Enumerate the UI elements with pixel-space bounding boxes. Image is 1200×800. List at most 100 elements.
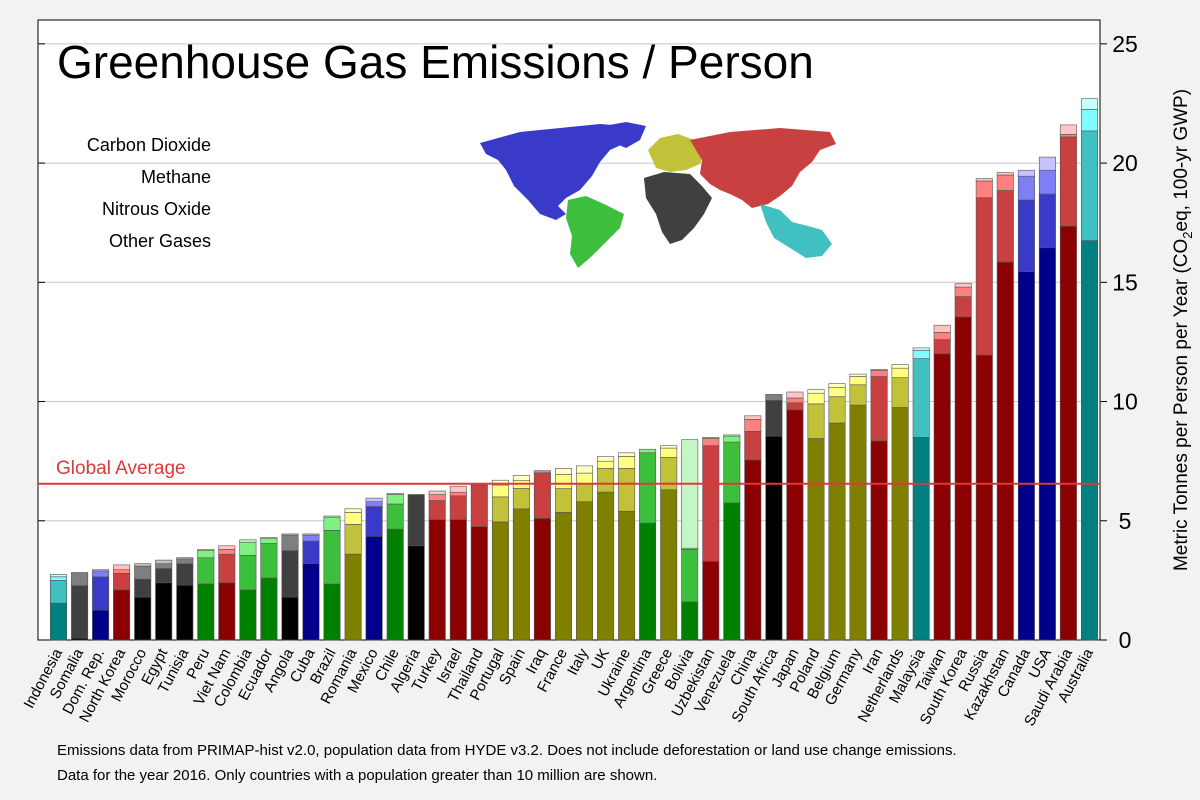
bar-segment [49, 576, 67, 581]
bar-segment [849, 376, 867, 386]
bar-segment [996, 172, 1014, 176]
footnote-line-2: Data for the year 2016. Only countries w… [57, 767, 658, 784]
bar-segment [134, 596, 152, 641]
bar-segment [1017, 169, 1035, 177]
x-tick-label: Italy [564, 645, 592, 678]
bar-segment [954, 316, 972, 641]
bar-segment [870, 440, 888, 641]
bar-segment [702, 560, 720, 641]
bar-segment [386, 503, 404, 530]
bar-segment [49, 574, 67, 578]
footnote-line-1: Emissions data from PRIMAP-hist v2.0, po… [57, 742, 957, 759]
bar-segment [702, 436, 720, 439]
bar-segment [49, 602, 67, 641]
legend-label: Carbon Dioxide [87, 135, 211, 155]
bar-segment [807, 403, 825, 439]
bar-segment [1017, 199, 1035, 272]
bar-segment [828, 396, 846, 424]
bar-segment [786, 409, 804, 641]
bar-segment [491, 496, 509, 523]
bar-segment [996, 174, 1014, 191]
bar-segment [765, 399, 783, 437]
legend-label: Other Gases [109, 231, 211, 251]
bar-segment [975, 180, 993, 199]
bar-segment [660, 489, 678, 641]
bar-segment [786, 402, 804, 411]
map-russia-asia [690, 128, 836, 208]
map-greenland [604, 122, 646, 148]
bar-segment [870, 368, 888, 371]
bar-segment [681, 549, 699, 603]
bar-segment [723, 502, 741, 641]
bar-segment [597, 460, 615, 469]
bar-segment [554, 467, 572, 475]
y-tick-label: 10 [1112, 389, 1138, 415]
bar-segment [512, 488, 530, 510]
bar-segment [618, 452, 636, 457]
bar-segment [491, 521, 509, 641]
bar-segment [786, 397, 804, 404]
bar-segment [912, 358, 930, 438]
bar-segment [92, 569, 110, 572]
bar-segment [134, 578, 152, 598]
bar-segment [954, 286, 972, 297]
bar-segment [618, 467, 636, 512]
bar-segment [302, 540, 320, 565]
bar-segment [365, 535, 383, 641]
bar-segment [828, 383, 846, 388]
bar-segment [954, 283, 972, 288]
bar-segment [281, 550, 299, 598]
bar-segment [176, 563, 194, 586]
y-tick-label: 25 [1112, 31, 1138, 57]
bar-segment [470, 484, 488, 528]
bar-segment [260, 537, 278, 540]
bar-segment [870, 376, 888, 442]
bar-segment [113, 589, 131, 641]
bar-segment [407, 494, 425, 547]
bar-segment [365, 497, 383, 503]
bar-segment [554, 512, 572, 641]
bar-segment [449, 495, 467, 520]
bar-segment [702, 445, 720, 562]
bar-segment [807, 392, 825, 405]
bar-segment [1017, 175, 1035, 201]
bar-segment [1059, 226, 1077, 641]
bar-segment [681, 601, 699, 641]
y-axis-label-rest: eq, 100-yr GWP) [1171, 89, 1192, 232]
bar-segment [49, 580, 67, 604]
y-tick-label: 20 [1112, 150, 1138, 176]
bar-segment [996, 190, 1014, 263]
map-north-america [480, 124, 640, 220]
bar-segment [933, 353, 951, 641]
bar-segment [575, 501, 593, 641]
bar-segment [407, 545, 425, 641]
bar-segment [260, 538, 278, 544]
bar-segment [597, 456, 615, 462]
bar-segment [660, 445, 678, 449]
bar-segment [870, 370, 888, 377]
bar-segment [639, 448, 657, 454]
bar-segment [975, 354, 993, 641]
world-map [480, 122, 836, 268]
bar-segment [554, 488, 572, 513]
bar-segment [386, 528, 404, 641]
bar-segment [92, 576, 110, 611]
bar-segment [281, 533, 299, 536]
bar-segment [912, 347, 930, 351]
bar-segment [134, 563, 152, 567]
bar-segment [828, 386, 846, 398]
y-tick-label: 5 [1119, 508, 1132, 534]
bar-segment [197, 583, 215, 641]
map-oceania [760, 204, 832, 258]
bar-segment [807, 438, 825, 641]
bar-segment [449, 491, 467, 497]
bar-segment [386, 492, 404, 495]
bar-segment [723, 434, 741, 437]
bar-segment [155, 568, 173, 584]
bar-segment [744, 459, 762, 641]
y-axis-label-main: Metric Tonnes per Person per Year (CO [1171, 239, 1192, 571]
y-tick-label: 0 [1119, 627, 1132, 653]
bar-segment [92, 570, 110, 578]
bar-segment [533, 518, 551, 641]
bar-segment [828, 422, 846, 641]
